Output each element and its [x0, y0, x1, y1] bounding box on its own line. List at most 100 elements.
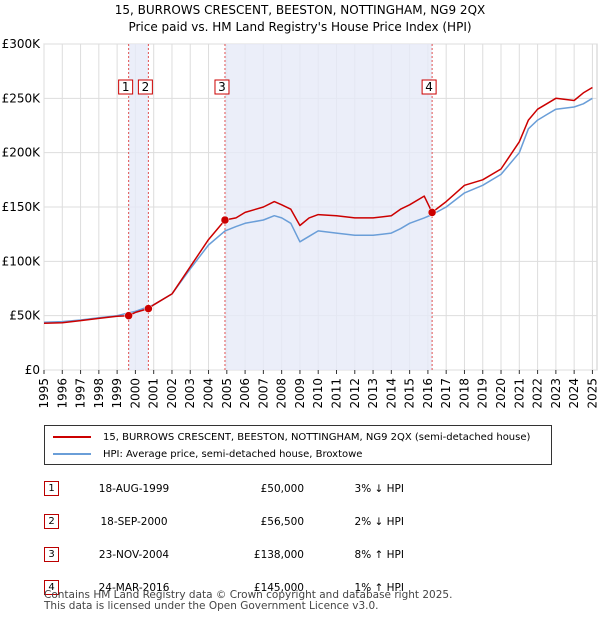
- sale-number-label: 3: [218, 80, 226, 94]
- x-tick-label: 2009: [293, 378, 307, 409]
- x-tick-label: 2018: [457, 378, 471, 409]
- sale-point: [144, 304, 153, 313]
- footer-line-1: Contains HM Land Registry data © Crown c…: [44, 589, 453, 601]
- sale-badge: 4: [44, 580, 59, 595]
- cell-text: 1% ↑ HPI: [354, 581, 404, 594]
- cell-date: 18-AUG-1999: [74, 472, 194, 505]
- sale-badge: 3: [44, 547, 59, 562]
- highlight-region: [224, 44, 433, 370]
- x-tick-label: 2023: [549, 378, 563, 409]
- y-tick-label: £250K: [2, 91, 42, 105]
- cell-text: 3% ↓ HPI: [354, 482, 404, 495]
- cell-text: 2% ↓ HPI: [354, 515, 404, 528]
- cell-text: 8% ↑ HPI: [354, 548, 404, 561]
- x-tick-label: 2002: [165, 378, 179, 409]
- legend-item-hpi: HPI: Average price, semi-detached house,…: [53, 446, 362, 462]
- x-tick-label: 2022: [531, 378, 545, 409]
- x-tick-label: 2019: [476, 378, 490, 409]
- cell-num: 2: [44, 505, 74, 538]
- y-tick-label: £300K: [2, 37, 42, 51]
- sale-number-box: [421, 79, 437, 95]
- table-row: 3 23-NOV-2004 £138,000 8% ↑ HPI: [44, 538, 404, 571]
- y-tick-label: £100K: [2, 254, 42, 268]
- cell-hpi: 3% ↓ HPI: [304, 472, 404, 505]
- x-tick-label: 2013: [366, 378, 380, 409]
- x-tick-label: 2010: [311, 378, 325, 409]
- cell-text: £145,000: [253, 581, 304, 594]
- chart-subtitle: Price paid vs. HM Land Registry's House …: [128, 20, 471, 34]
- legend-swatch-property: [53, 436, 91, 438]
- chart-title: 15, BURROWS CRESCENT, BEESTON, NOTTINGHA…: [115, 3, 485, 17]
- sale-point: [427, 208, 437, 217]
- y-tick-label: £50K: [9, 309, 41, 323]
- table-row: 1 18-AUG-1999 £50,000 3% ↓ HPI: [44, 472, 404, 505]
- x-tick-label: 2004: [202, 378, 216, 409]
- legend-swatch-hpi: [53, 453, 91, 455]
- x-tick-label: 2005: [220, 378, 234, 409]
- legend-label-hpi: HPI: Average price, semi-detached house,…: [103, 448, 363, 460]
- sale-number-label: 1: [122, 80, 130, 94]
- sale-badge: 2: [44, 514, 59, 529]
- y-tick-label: £150K: [2, 200, 42, 214]
- table-row: 4 24-MAR-2016 £145,000 1% ↑ HPI: [44, 571, 404, 604]
- x-tick-label: 2012: [348, 378, 362, 409]
- x-tick-label: 1996: [55, 378, 69, 409]
- x-tick-label: 2020: [494, 378, 508, 409]
- x-tick-label: 2015: [403, 378, 417, 409]
- cell-date: 18-SEP-2000: [74, 505, 194, 538]
- cell-text: £50,000: [260, 482, 304, 495]
- sale-number-box: [137, 79, 153, 95]
- y-tick-label: £0: [25, 363, 40, 377]
- cell-hpi: 8% ↑ HPI: [304, 538, 404, 571]
- x-tick-label: 2001: [147, 378, 161, 409]
- y-tick-label: £200K: [2, 146, 42, 160]
- cell-text: 18-AUG-1999: [98, 482, 170, 495]
- cell-price: £50,000: [194, 472, 304, 505]
- cell-text: 18-SEP-2000: [100, 515, 168, 528]
- x-tick-label: 2003: [183, 378, 197, 409]
- x-tick-label: 2016: [421, 378, 435, 409]
- legend-label-property: 15, BURROWS CRESCENT, BEESTON, NOTTINGHA…: [103, 431, 531, 443]
- x-tick-label: 1998: [92, 378, 106, 409]
- cell-text: £138,000: [253, 548, 304, 561]
- sale-number-box: [118, 79, 134, 95]
- table-row: 2 18-SEP-2000 £56,500 2% ↓ HPI: [44, 505, 404, 538]
- sale-point: [220, 215, 230, 225]
- cell-hpi: 2% ↓ HPI: [304, 505, 404, 538]
- cell-hpi: 1% ↑ HPI: [304, 571, 404, 604]
- x-tick-label: 2024: [567, 378, 581, 409]
- cell-text: £56,500: [260, 515, 304, 528]
- legend: 15, BURROWS CRESCENT, BEESTON, NOTTINGHA…: [44, 425, 552, 465]
- price-chart: 15, BURROWS CRESCENT, BEESTON, NOTTINGHA…: [2, 3, 600, 409]
- footer-line-2: This data is licensed under the Open Gov…: [44, 600, 379, 612]
- cell-price: £56,500: [194, 505, 304, 538]
- cell-text: 24-MAR-2016: [98, 581, 170, 594]
- sale-badge: 1: [44, 481, 59, 496]
- cell-price: £138,000: [194, 538, 304, 571]
- sale-number-label: 2: [142, 80, 150, 94]
- cell-num: 1: [44, 472, 74, 505]
- cell-date: 24-MAR-2016: [74, 571, 194, 604]
- x-tick-label: 1997: [74, 378, 88, 409]
- cell-price: £145,000: [194, 571, 304, 604]
- x-tick-label: 1995: [37, 378, 51, 409]
- sale-number-label: 4: [425, 80, 433, 94]
- x-tick-label: 2017: [439, 378, 453, 409]
- sales-table: 1 18-AUG-1999 £50,000 3% ↓ HPI 2 18-SEP-2000 £…: [44, 472, 404, 604]
- x-tick-label: 1999: [110, 378, 124, 409]
- cell-num: 3: [44, 538, 74, 571]
- cell-num: 4: [44, 571, 74, 604]
- x-tick-label: 2007: [256, 378, 270, 409]
- legend-item-property: 15, BURROWS CRESCENT, BEESTON, NOTTINGHA…: [53, 429, 530, 445]
- sale-point: [124, 311, 133, 320]
- highlight-region: [128, 44, 149, 370]
- cell-date: 23-NOV-2004: [74, 538, 194, 571]
- x-tick-label: 2021: [512, 378, 526, 409]
- sale-number-box: [214, 79, 230, 95]
- x-tick-label: 2008: [275, 378, 289, 409]
- footer: Contains HM Land Registry data © Crown c…: [44, 590, 452, 612]
- x-tick-label: 2011: [329, 378, 343, 409]
- x-tick-label: 2014: [384, 378, 398, 409]
- x-tick-label: 2025: [585, 378, 599, 409]
- cell-text: 23-NOV-2004: [98, 548, 170, 561]
